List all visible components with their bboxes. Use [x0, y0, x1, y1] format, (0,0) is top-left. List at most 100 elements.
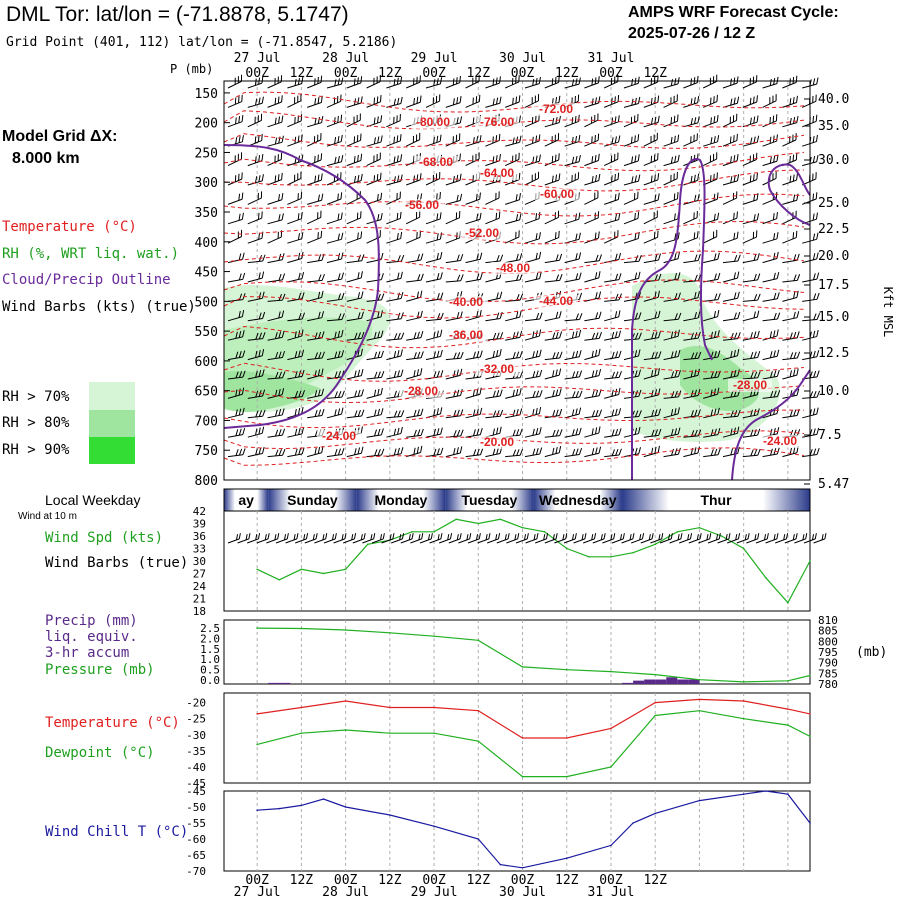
temperature-panel: -20 -25 -30 -35 -40 -45 Temperature (°C) Dewp…	[45, 692, 811, 790]
wind-barb	[722, 231, 739, 244]
bottom-date-label: 29 Jul	[411, 885, 458, 900]
wind-barb	[287, 369, 305, 380]
height-tick: 17.5	[818, 278, 849, 293]
wind-speed-point	[455, 518, 457, 521]
surface-wind-barb	[343, 533, 357, 544]
temperature-contour	[223, 409, 805, 429]
weekday-label: ay	[238, 492, 254, 508]
surface-wind-barb	[381, 533, 395, 544]
wind-barb	[505, 350, 523, 361]
wind-barb	[406, 351, 424, 361]
wind-barb	[425, 272, 443, 283]
wind-barb	[623, 231, 640, 244]
precip-bar	[666, 677, 678, 684]
wind-barb	[465, 192, 481, 205]
wind-barb	[702, 229, 718, 244]
wind-barb	[524, 251, 542, 264]
surface-wind-barb	[285, 533, 299, 544]
surface-wind-barb	[304, 533, 318, 544]
temperature-contour	[223, 385, 805, 404]
weekday-cell	[224, 489, 269, 511]
precip-tick: 2.0	[200, 632, 220, 645]
wind-barb	[386, 113, 401, 128]
temperature-point	[477, 709, 480, 712]
wind-barb	[227, 212, 244, 225]
wind-barb	[287, 447, 305, 458]
wind-barb	[782, 273, 801, 283]
wind-barb	[722, 96, 740, 108]
temperature-point	[433, 706, 435, 709]
wind-barb	[623, 174, 641, 186]
wind-barb	[564, 447, 583, 458]
temperature-contour-label: -32.00	[480, 362, 514, 376]
windchill-point	[809, 822, 811, 824]
wind-barb	[287, 427, 305, 438]
top-hour-label: 00Z	[334, 66, 358, 81]
wind-speed-point	[632, 551, 634, 554]
surface-wind-barb	[717, 533, 731, 544]
wind-barb	[663, 171, 678, 186]
height-axis-label: Kft MSL	[881, 287, 895, 338]
wind-barb	[425, 252, 443, 264]
top-hour-label: 00Z	[511, 66, 535, 81]
temperature-contour-label: -36.00	[449, 328, 483, 342]
legend-wind-barbs: Wind Barbs (kts) (true)	[2, 299, 196, 315]
wind-barb	[762, 271, 780, 283]
wind-barb	[604, 172, 620, 186]
wind-barb	[584, 173, 601, 186]
surface-wind-barb	[458, 533, 472, 544]
wind-barb	[346, 173, 363, 186]
wind-speed-point	[742, 547, 745, 550]
temperature-point	[344, 700, 347, 702]
wind-barb	[505, 95, 521, 108]
wind-barb	[544, 351, 563, 361]
temperature-contour-label: -28.00	[404, 384, 438, 398]
temperature-contour-label: -76.00	[480, 115, 514, 129]
wind-barb	[544, 331, 563, 341]
wind-barb	[564, 212, 581, 225]
precip-liq-label: liq. equiv.	[45, 629, 138, 645]
pressure-tick: 350	[195, 206, 218, 221]
temperature-contour-label: -28.00	[733, 378, 767, 392]
top-date-label: 27 Jul	[234, 51, 281, 66]
precip-bar	[633, 680, 645, 684]
wind-barb	[703, 192, 719, 205]
temperature-point	[654, 701, 657, 704]
wind-barb	[287, 211, 303, 225]
wind-barb	[307, 230, 323, 244]
temperature-contour-label: -80.00	[416, 115, 450, 129]
temperature-contour	[223, 220, 805, 245]
wind-barb	[425, 427, 443, 438]
wind-barb	[346, 96, 363, 108]
wind-barb	[445, 173, 462, 186]
wind-barb	[267, 273, 286, 283]
rh-swatch-90	[89, 437, 135, 464]
wind-barb	[247, 409, 266, 419]
wind-barb	[307, 273, 325, 283]
surface-wind-barb	[707, 533, 721, 544]
wind-barb	[722, 311, 741, 322]
surface-wind-barb	[467, 533, 481, 544]
wind-barb	[782, 253, 800, 264]
pressure-label: Pressure (mb)	[45, 662, 155, 678]
wind-barb	[683, 368, 700, 380]
pressure-tick: 250	[195, 146, 218, 161]
bottom-hour-label: 12Z	[290, 873, 314, 888]
surface-wind-barb	[602, 533, 616, 544]
precip-bar	[677, 679, 689, 684]
wind-barb	[742, 230, 758, 244]
pressure-tick: 790	[818, 657, 838, 670]
wind-barb	[703, 387, 720, 399]
wind-barb	[584, 348, 601, 361]
windchill-point	[477, 838, 480, 840]
dewpoint-line	[257, 710, 811, 778]
wind-barb	[386, 231, 403, 244]
wind-barb	[762, 232, 779, 244]
wind-speed-point	[654, 543, 657, 546]
wind-barb	[247, 133, 263, 147]
surface-wind-barb	[736, 533, 750, 544]
weekday-cell	[268, 489, 357, 511]
top-date-label: 31 Jul	[587, 51, 634, 66]
wind-tick: 36	[193, 530, 206, 543]
surface-wind-barb	[506, 533, 520, 544]
